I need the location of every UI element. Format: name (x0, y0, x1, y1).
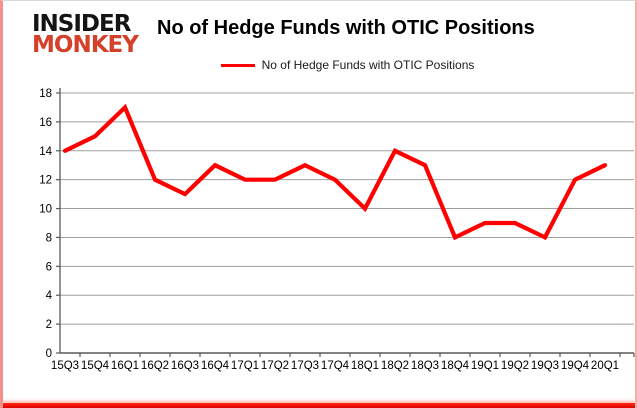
x-axis-label: 19Q2 (501, 360, 529, 372)
x-axis-label: 17Q2 (261, 360, 289, 372)
legend-label: No of Hedge Funds with OTIC Positions (261, 58, 475, 72)
y-axis-label: 12 (39, 175, 52, 187)
y-axis-label: 10 (39, 204, 52, 216)
y-axis-label: 6 (46, 261, 52, 273)
logo-text-monkey: MONKEY (32, 31, 139, 59)
x-axis-label: 16Q3 (171, 360, 199, 372)
x-axis-label: 19Q1 (471, 360, 499, 372)
x-axis-label: 17Q1 (231, 360, 259, 372)
x-axis-label: 19Q3 (531, 360, 559, 372)
x-axis-label: 16Q2 (141, 360, 169, 372)
y-axis-label: 14 (39, 146, 52, 158)
x-axis-label: 18Q3 (411, 360, 439, 372)
x-axis-label: 15Q3 (51, 360, 79, 372)
x-axis-label: 18Q1 (351, 360, 379, 372)
x-axis-label: 16Q4 (201, 360, 230, 372)
y-axis-label: 16 (39, 117, 52, 129)
y-axis-label: 2 (46, 319, 52, 331)
x-axis-label: 15Q4 (81, 360, 110, 372)
x-axis-label: 17Q4 (321, 360, 350, 372)
logo-text-insider: INSIDER (32, 10, 131, 38)
bottom-border-accent (3, 403, 635, 408)
y-axis-label: 8 (46, 232, 52, 244)
data-series-line (62, 103, 608, 241)
x-axis-label: 18Q2 (381, 360, 409, 372)
x-axis-label: 17Q3 (291, 360, 319, 372)
x-axis-label: 19Q4 (561, 360, 590, 372)
legend-line-swatch (220, 63, 255, 67)
y-axis-label: 4 (46, 290, 53, 302)
y-axis-label: 0 (46, 348, 52, 360)
chart-title: No of Hedge Funds with OTIC Positions (157, 17, 535, 39)
y-axis-label: 18 (39, 88, 52, 100)
x-axis-label: 20Q1 (591, 360, 619, 372)
insider-monkey-logo: INSIDER MONKEY (32, 10, 139, 59)
x-axis-label: 16Q1 (111, 360, 139, 372)
x-axis-label: 18Q4 (441, 360, 470, 372)
chart-legend: No of Hedge Funds with OTIC Positions (60, 57, 635, 73)
